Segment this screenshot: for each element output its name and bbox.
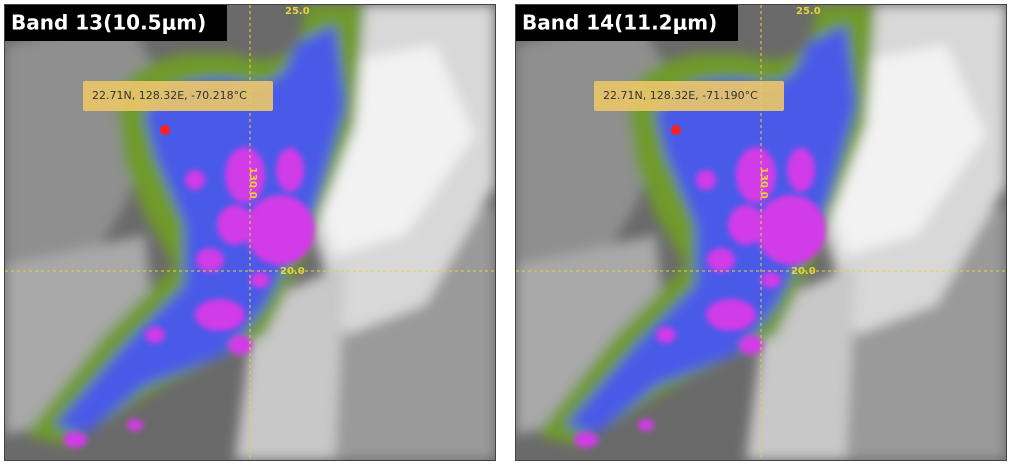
grid-label: 25.0: [285, 6, 310, 17]
target-marker: [671, 125, 681, 135]
tooltip-box: [83, 81, 273, 111]
satellite-panel: 25.0 130.0 20.0 22.71N, 128.32E, -70.218°C B…: [4, 4, 496, 461]
tooltip-box: [594, 81, 784, 111]
target-marker: [160, 125, 170, 135]
satellite-panel: 25.0 130.0 20.0 22.71N, 128.32E, -71.190°C B…: [515, 4, 1007, 461]
grid-label: 130.0: [758, 167, 769, 199]
grid-label: 20.0: [280, 266, 305, 277]
panel-title: Band 14(11.2μm): [522, 11, 717, 35]
grid-label: 20.0: [791, 266, 816, 277]
panel-title: Band 13(10.5μm): [11, 11, 206, 35]
satellite-image: [516, 5, 1006, 460]
title-box: [516, 5, 738, 41]
title-box: [5, 5, 227, 41]
satellite-image: [5, 5, 495, 460]
grid-label: 25.0: [796, 6, 821, 17]
tooltip-text: 22.71N, 128.32E, -70.218°C: [92, 89, 247, 102]
tooltip-text: 22.71N, 128.32E, -71.190°C: [603, 89, 758, 102]
grid-label: 130.0: [247, 167, 258, 199]
